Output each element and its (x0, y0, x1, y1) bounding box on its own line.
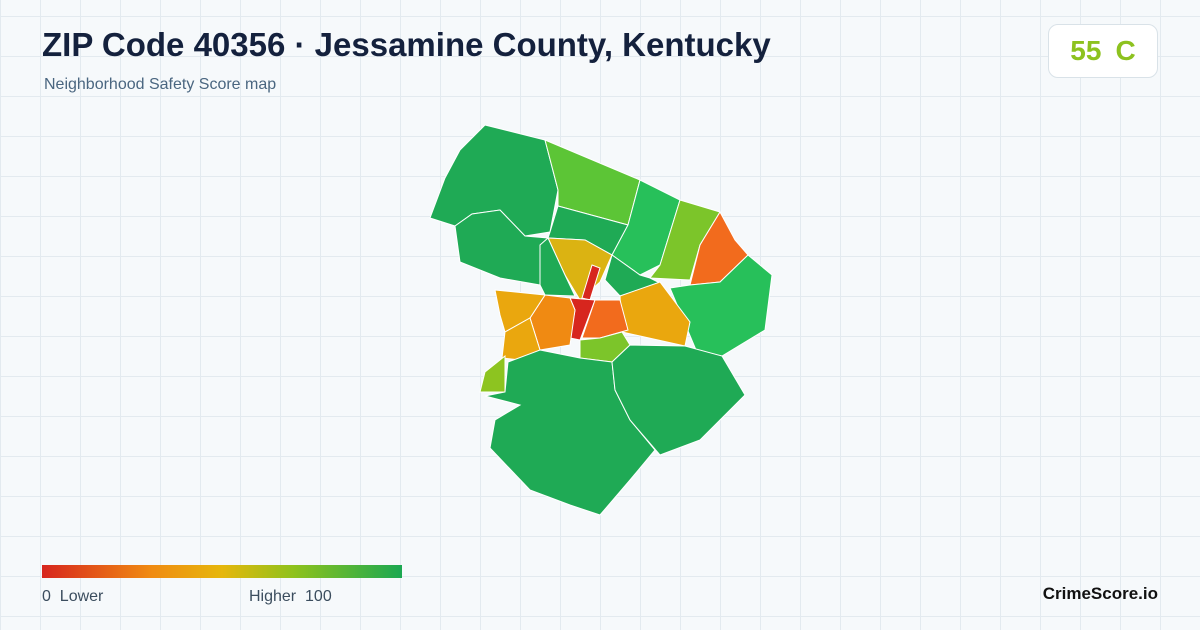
region (611, 344, 746, 456)
legend-min: 0 (42, 588, 51, 605)
score-badge: 55 C (1048, 24, 1158, 78)
region (479, 354, 506, 393)
subtitle: Neighborhood Safety Score map (44, 76, 277, 93)
legend-min-label: Lower (59, 588, 104, 605)
region (484, 349, 656, 516)
score: 55 (1070, 35, 1102, 66)
title: ZIP Code 40356 · Jessamine County, Kentu… (42, 26, 771, 63)
brand: CrimeScore.io (1042, 584, 1158, 603)
legend-high: Higher 100 (249, 588, 332, 606)
legend-low: 0 Lower (42, 588, 103, 606)
legend-max: 100 (305, 588, 332, 605)
legend-max-label: Higher (249, 588, 297, 605)
legend-ramp (42, 565, 402, 578)
grade: C (1115, 35, 1136, 66)
region (539, 237, 576, 297)
